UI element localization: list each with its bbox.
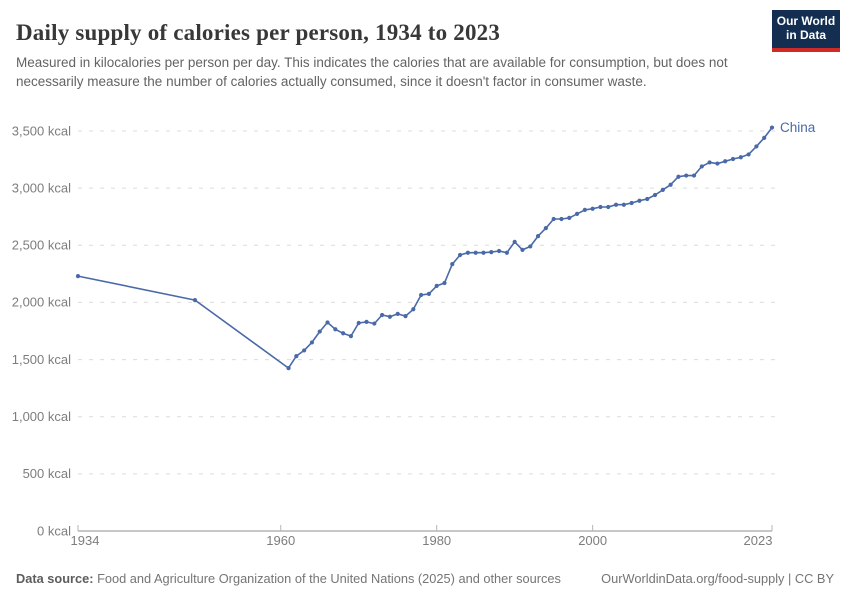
data-point-marker (528, 244, 533, 249)
x-tick-label: 1980 (422, 533, 451, 548)
data-point-marker (372, 321, 377, 326)
data-point-marker (738, 155, 743, 160)
data-point-marker (302, 348, 307, 353)
data-point-marker (364, 319, 369, 324)
chart-footer: Data source: Food and Agriculture Organi… (16, 571, 834, 586)
data-point-marker (645, 196, 650, 202)
data-point-marker (613, 202, 619, 207)
data-point-marker (590, 206, 595, 211)
data-point-marker (286, 366, 291, 371)
data-point-marker (434, 283, 439, 288)
data-point-marker (559, 216, 564, 222)
data-point-marker (450, 262, 455, 267)
x-tick-label: 1960 (266, 533, 295, 548)
data-point-marker (551, 216, 556, 222)
data-point-marker (442, 280, 447, 286)
data-point-marker (754, 144, 759, 149)
data-source-label: Data source: (16, 571, 94, 586)
data-point-marker (567, 215, 572, 220)
data-point-marker (676, 174, 681, 179)
data-point-marker (395, 311, 400, 316)
page-title: Daily supply of calories per person, 193… (16, 20, 501, 45)
data-point-marker (668, 182, 673, 187)
data-point-marker (333, 327, 338, 332)
data-point-marker (317, 329, 322, 334)
data-point-marker (75, 274, 81, 279)
data-point-marker (699, 164, 704, 169)
data-point-marker (660, 187, 665, 192)
data-point-marker (504, 250, 509, 255)
data-point-marker (746, 152, 751, 157)
data-point-marker (574, 211, 580, 216)
data-point-marker (426, 291, 431, 296)
x-tick-label: 2000 (578, 533, 607, 548)
data-point-marker (621, 202, 626, 207)
y-tick-label: 500 kcal (23, 466, 72, 481)
data-point-marker (715, 161, 720, 166)
data-point-marker (403, 314, 408, 319)
x-tick-label: 2023 (744, 533, 773, 548)
y-tick-label: 1,500 kcal (12, 352, 71, 367)
data-source: Data source: Food and Agriculture Organi… (16, 571, 561, 586)
data-point-marker (707, 160, 712, 165)
owid-logo[interactable]: Our World in Data (772, 10, 840, 52)
data-point-marker (606, 204, 611, 210)
data-point-marker (535, 234, 541, 239)
data-point-marker (769, 125, 775, 130)
data-point-marker (465, 250, 470, 255)
data-point-marker (629, 200, 634, 206)
data-point-marker (387, 314, 393, 319)
data-point-marker (457, 252, 463, 258)
data-point-marker (489, 250, 494, 255)
y-tick-label: 0 kcal (37, 523, 71, 538)
x-tick-label: 1934 (71, 533, 100, 548)
footer-link[interactable]: OurWorldinData.org/food-supply | CC BY (601, 571, 834, 586)
y-tick-label: 2,000 kcal (12, 295, 71, 310)
data-point-marker (481, 250, 486, 255)
y-tick-label: 2,500 kcal (12, 238, 71, 253)
data-point-marker (543, 226, 548, 231)
logo-line-1: Our World (776, 14, 836, 29)
logo-line-2: in Data (785, 28, 826, 42)
data-point-marker (348, 334, 354, 339)
y-tick-label: 1,000 kcal (12, 409, 71, 424)
data-point-marker (496, 248, 502, 254)
data-point-marker (582, 207, 587, 212)
data-point-marker (411, 307, 416, 312)
data-point-marker (730, 156, 736, 162)
data-point-marker (325, 320, 330, 325)
chart-header: Daily supply of calories per person, 193… (0, 0, 850, 91)
data-point-marker (356, 320, 361, 326)
y-tick-label: 3,000 kcal (12, 180, 71, 195)
data-point-marker (309, 340, 315, 345)
series-end-label[interactable]: China (780, 120, 816, 135)
data-source-text: Food and Agriculture Organization of the… (93, 571, 561, 586)
data-line-china (77, 126, 773, 369)
data-point-marker (723, 159, 728, 164)
data-point-marker (762, 135, 767, 140)
y-tick-label: 3,500 kcal (12, 123, 71, 138)
data-point-marker (512, 239, 517, 244)
data-point-marker (380, 312, 385, 318)
data-point-marker (341, 331, 346, 336)
data-point-marker (419, 292, 424, 298)
data-point-marker (684, 173, 689, 178)
chart-subtitle: Measured in kilocalories per person per … (16, 55, 728, 89)
data-point-marker (652, 192, 658, 198)
data-point-marker (473, 250, 478, 255)
data-point-marker (520, 247, 525, 252)
data-point-marker (598, 204, 603, 210)
data-point-marker (691, 173, 697, 178)
data-point-marker (192, 298, 198, 303)
data-point-marker (294, 354, 299, 359)
data-point-marker (637, 198, 642, 203)
